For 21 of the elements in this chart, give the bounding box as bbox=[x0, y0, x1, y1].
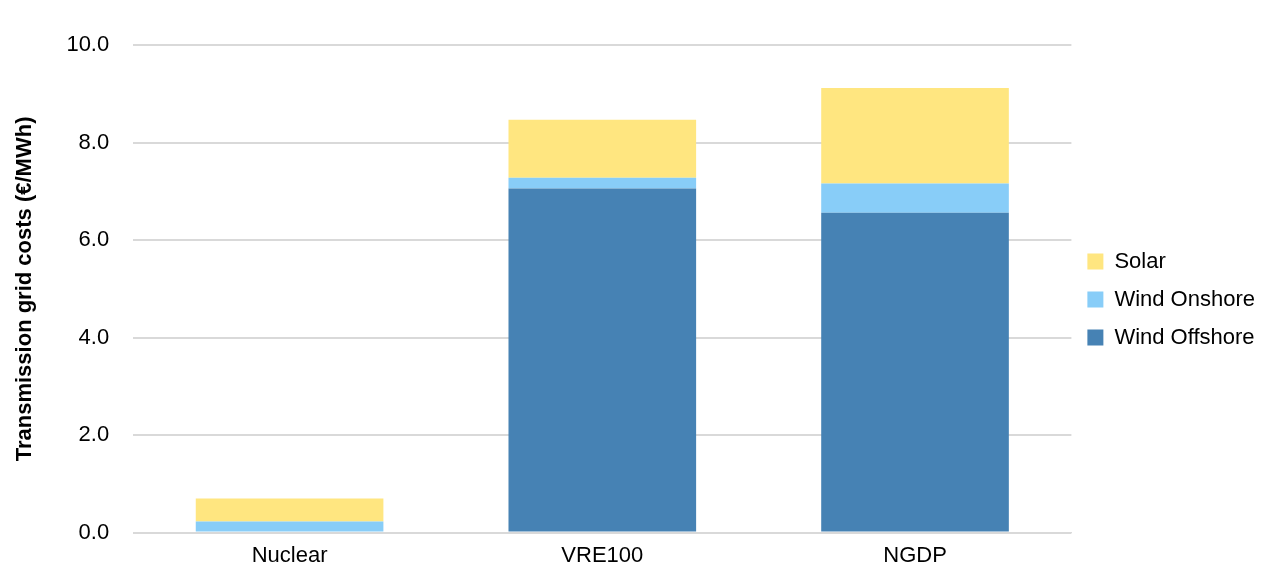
y-tick-label: 4.0 bbox=[78, 323, 110, 349]
legend-label: Wind Offshore bbox=[1114, 323, 1255, 349]
bar bbox=[195, 498, 384, 522]
legend-label: Wind Onshore bbox=[1114, 285, 1256, 311]
y-axis-title: Transmission grid costs (€/MWh) bbox=[11, 116, 37, 462]
bar bbox=[508, 188, 697, 532]
y-tick-label: 10.0 bbox=[66, 31, 110, 57]
bar bbox=[821, 183, 1009, 213]
y-tick-label: 0.0 bbox=[78, 518, 110, 544]
bar bbox=[821, 212, 1009, 532]
y-tick-label: 8.0 bbox=[78, 128, 110, 154]
bar bbox=[508, 119, 697, 178]
bar bbox=[508, 177, 697, 189]
x-tick-label: Nuclear bbox=[251, 541, 328, 567]
bar bbox=[195, 521, 384, 532]
legend-label: Solar bbox=[1114, 247, 1166, 273]
bar bbox=[821, 88, 1009, 184]
y-tick-label: 6.0 bbox=[78, 226, 110, 252]
x-tick-label: NGDP bbox=[883, 541, 947, 567]
x-tick-label: VRE100 bbox=[561, 541, 644, 567]
y-tick-label: 2.0 bbox=[78, 421, 110, 447]
